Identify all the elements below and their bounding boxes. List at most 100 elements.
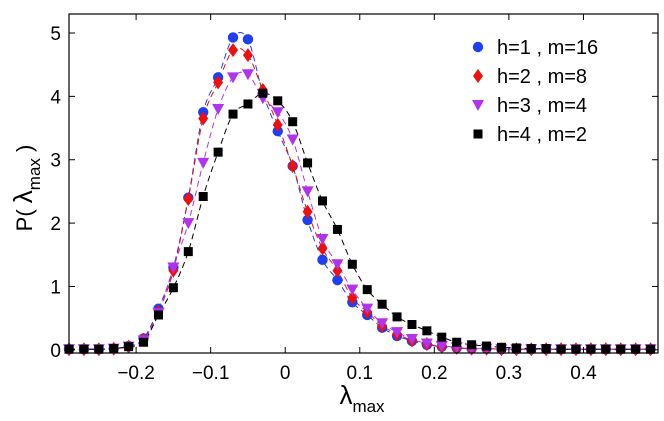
data-point <box>586 344 596 354</box>
y-tick-label: 2 <box>50 214 61 235</box>
data-point <box>376 318 389 330</box>
data-point <box>435 341 448 353</box>
data-point <box>303 158 313 168</box>
data-point <box>198 191 208 201</box>
data-point <box>183 192 194 207</box>
data-point <box>646 344 656 354</box>
data-point <box>452 337 462 347</box>
data-point <box>332 224 342 234</box>
data-point <box>437 332 447 342</box>
data-point <box>213 75 224 90</box>
data-point <box>332 274 343 286</box>
y-tick-label: 4 <box>50 87 61 108</box>
data-point <box>420 338 433 350</box>
legend-label: h=1 , m=16 <box>497 37 598 59</box>
data-point <box>482 341 492 351</box>
x-tick-label: 0.3 <box>496 363 522 384</box>
data-point <box>124 342 134 352</box>
y-tick-label: 3 <box>50 151 61 172</box>
data-point <box>258 88 268 98</box>
y-tick-label: 5 <box>50 24 61 45</box>
fit-curve <box>68 71 651 350</box>
plot-frame <box>68 13 659 354</box>
data-point <box>511 343 521 353</box>
data-point <box>526 344 536 354</box>
x-tick-label: 0.1 <box>347 363 373 384</box>
data-point <box>316 233 329 245</box>
data-point <box>391 327 404 339</box>
data-point <box>361 303 374 315</box>
data-point <box>301 186 314 198</box>
data-point <box>405 334 418 346</box>
data-point <box>422 326 432 336</box>
data-point <box>392 312 402 322</box>
data-point <box>94 344 104 354</box>
data-point <box>601 344 611 354</box>
legend-marker <box>473 129 483 139</box>
data-point <box>243 99 253 109</box>
data-point <box>288 117 298 127</box>
plot-background <box>69 14 658 353</box>
data-point <box>377 299 387 309</box>
data-point <box>286 134 299 146</box>
data-point <box>631 344 641 354</box>
data-point <box>198 111 209 126</box>
legend-label: h=4 , m=2 <box>497 124 587 146</box>
x-tick-label: 0.2 <box>421 363 447 384</box>
data-point <box>556 344 566 354</box>
data-point <box>317 241 328 256</box>
data-point <box>287 159 298 174</box>
x-tick-label: −0.1 <box>192 363 230 384</box>
data-point <box>271 107 284 119</box>
data-point <box>571 344 581 354</box>
data-point <box>346 284 359 296</box>
legend-label: h=3 , m=4 <box>497 95 587 117</box>
data-point <box>302 204 313 219</box>
data-point <box>616 344 626 354</box>
y-axis-label: P( λmax ) <box>8 145 44 232</box>
data-point <box>183 247 193 257</box>
data-point <box>496 342 506 352</box>
data-point <box>228 43 239 58</box>
data-point <box>242 34 254 45</box>
data-point <box>109 344 119 354</box>
data-point <box>212 104 225 116</box>
x-tick-label: 0.4 <box>570 363 597 384</box>
data-point <box>407 319 417 329</box>
y-tick-label: 0 <box>50 341 61 362</box>
x-tick-label: 0 <box>280 363 291 384</box>
legend-marker <box>472 41 484 53</box>
data-point <box>317 254 328 266</box>
data-point <box>153 310 163 320</box>
data-point <box>362 285 372 295</box>
legend-marker <box>472 100 484 111</box>
data-point <box>347 259 357 269</box>
data-point <box>317 196 327 206</box>
x-tick-label: −0.2 <box>117 363 155 384</box>
data-point <box>227 72 240 84</box>
data-point <box>241 69 254 81</box>
data-point <box>331 259 344 271</box>
plot-area <box>69 14 658 353</box>
data-point <box>302 214 313 226</box>
x-axis-label: λmax <box>339 380 385 416</box>
data-point <box>139 337 149 347</box>
data-point <box>273 96 283 106</box>
data-point <box>242 48 253 63</box>
data-point <box>227 32 239 43</box>
data-point <box>197 157 210 169</box>
data-point <box>541 344 551 354</box>
data-point <box>272 117 283 132</box>
legend-marker <box>473 69 483 83</box>
data-point <box>182 218 195 230</box>
axes: −0.2 −0.1 0 0.1 0.2 0.3 0.4 0 1 2 3 4 5 <box>50 13 659 384</box>
data-point <box>467 340 477 350</box>
data-point <box>79 344 89 354</box>
legend: h=1 , m=16 h=2 , m=8 h=3 , m=4 h=4 , m=2 <box>472 37 598 146</box>
y-tick-label: 1 <box>50 277 61 298</box>
fit-curve <box>68 92 651 350</box>
data-point <box>168 283 178 293</box>
legend-label: h=2 , m=8 <box>497 66 587 88</box>
data-point <box>167 262 180 274</box>
